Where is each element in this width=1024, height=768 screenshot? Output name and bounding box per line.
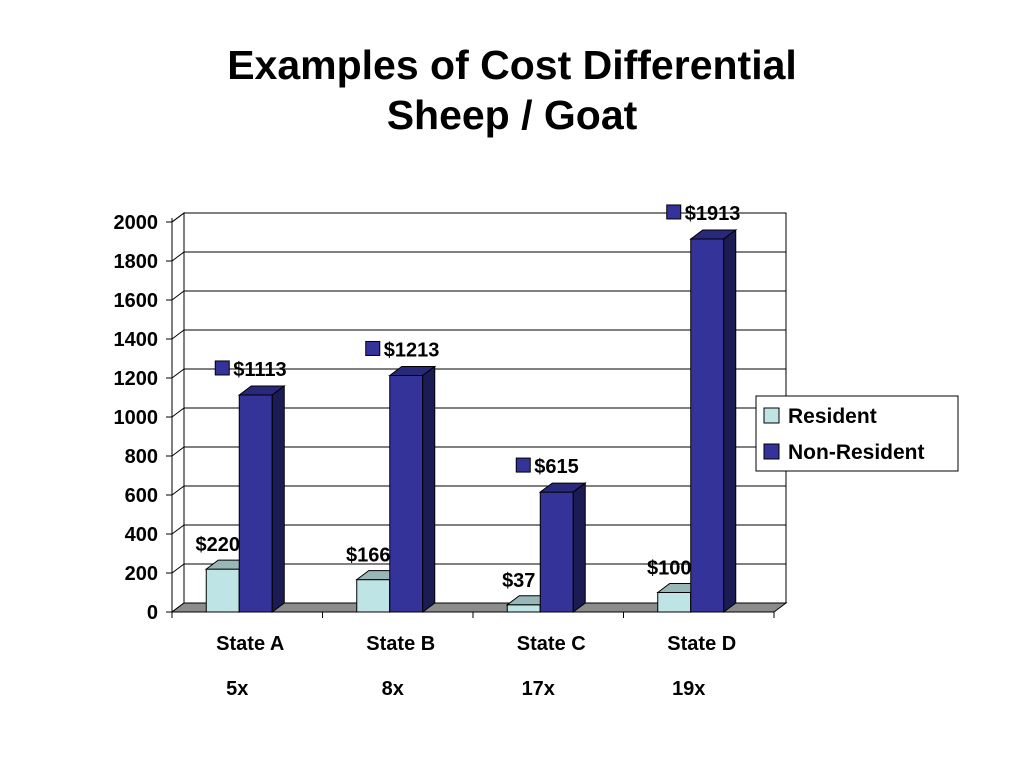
x-multiplier-label: 5x — [226, 678, 248, 700]
bar-front — [506, 604, 541, 613]
bar-side — [271, 384, 285, 613]
gridline — [171, 212, 786, 223]
chart-title: Examples of Cost Differential Sheep / Go… — [0, 40, 1024, 140]
data-label-marker — [515, 457, 531, 473]
gridline — [171, 290, 786, 301]
bar-front — [356, 579, 391, 613]
data-label-marker — [214, 360, 230, 376]
bar-front — [690, 238, 725, 613]
y-tick-label: 1600 — [114, 290, 159, 312]
bar-front — [539, 491, 574, 613]
x-category-label: State A — [216, 633, 284, 655]
data-label-resident: $100 — [647, 558, 692, 580]
data-label-resident: $37 — [502, 570, 535, 592]
x-multiplier-label: 17x — [522, 678, 555, 700]
bar-front — [657, 592, 692, 613]
bar-front — [389, 374, 424, 613]
bar-non-resident-state-a — [237, 384, 286, 613]
data-label-non-resident: $1213 — [384, 339, 440, 361]
y-tick-label: 400 — [125, 524, 158, 546]
x-multiplier-label: 8x — [382, 678, 404, 700]
data-label-non-resident: $1913 — [685, 203, 741, 225]
bar-side — [723, 228, 737, 613]
legend-box — [755, 395, 959, 472]
y-tick-label: 600 — [125, 485, 158, 507]
y-tick-label: 1000 — [114, 407, 159, 429]
legend-swatch-resident — [763, 407, 780, 424]
y-tick-label: 1800 — [114, 251, 159, 273]
legend-label-non-resident: Non-Resident — [788, 441, 925, 464]
bar-side — [572, 482, 586, 613]
gridline — [171, 251, 786, 262]
data-label-marker — [666, 204, 682, 220]
x-category-label: State B — [366, 633, 435, 655]
bar-front — [238, 394, 273, 613]
y-tick-label: 1200 — [114, 368, 159, 390]
gridline — [171, 446, 786, 457]
data-label-resident: $220 — [196, 534, 241, 556]
data-label-non-resident: $615 — [534, 456, 579, 478]
legend-label-resident: Resident — [788, 405, 877, 428]
y-tick-label: 800 — [125, 446, 158, 468]
bar-non-resident-state-d — [689, 228, 738, 613]
chart-title-line-2: Sheep / Goat — [386, 92, 638, 138]
data-label-marker — [365, 340, 381, 356]
chart-title-line-1: Examples of Cost Differential — [227, 42, 797, 88]
x-multiplier-label: 19x — [672, 678, 705, 700]
bar-non-resident-state-b — [388, 365, 437, 613]
y-tick-label: 2000 — [114, 212, 159, 234]
y-tick-label: 1400 — [114, 329, 159, 351]
data-label-resident: $166 — [346, 545, 391, 567]
y-tick-label: 0 — [147, 602, 158, 624]
x-category-label: State D — [667, 633, 736, 655]
data-label-non-resident: $1113 — [233, 359, 286, 381]
bar-side — [422, 365, 436, 613]
y-tick-label: 200 — [125, 563, 158, 585]
gridline — [171, 329, 786, 340]
gridline — [171, 368, 786, 379]
bar-front — [205, 568, 240, 613]
bar-non-resident-state-c — [538, 482, 587, 613]
gridline — [171, 407, 786, 418]
x-category-label: State C — [517, 633, 586, 655]
legend-swatch-non-resident — [763, 443, 780, 460]
